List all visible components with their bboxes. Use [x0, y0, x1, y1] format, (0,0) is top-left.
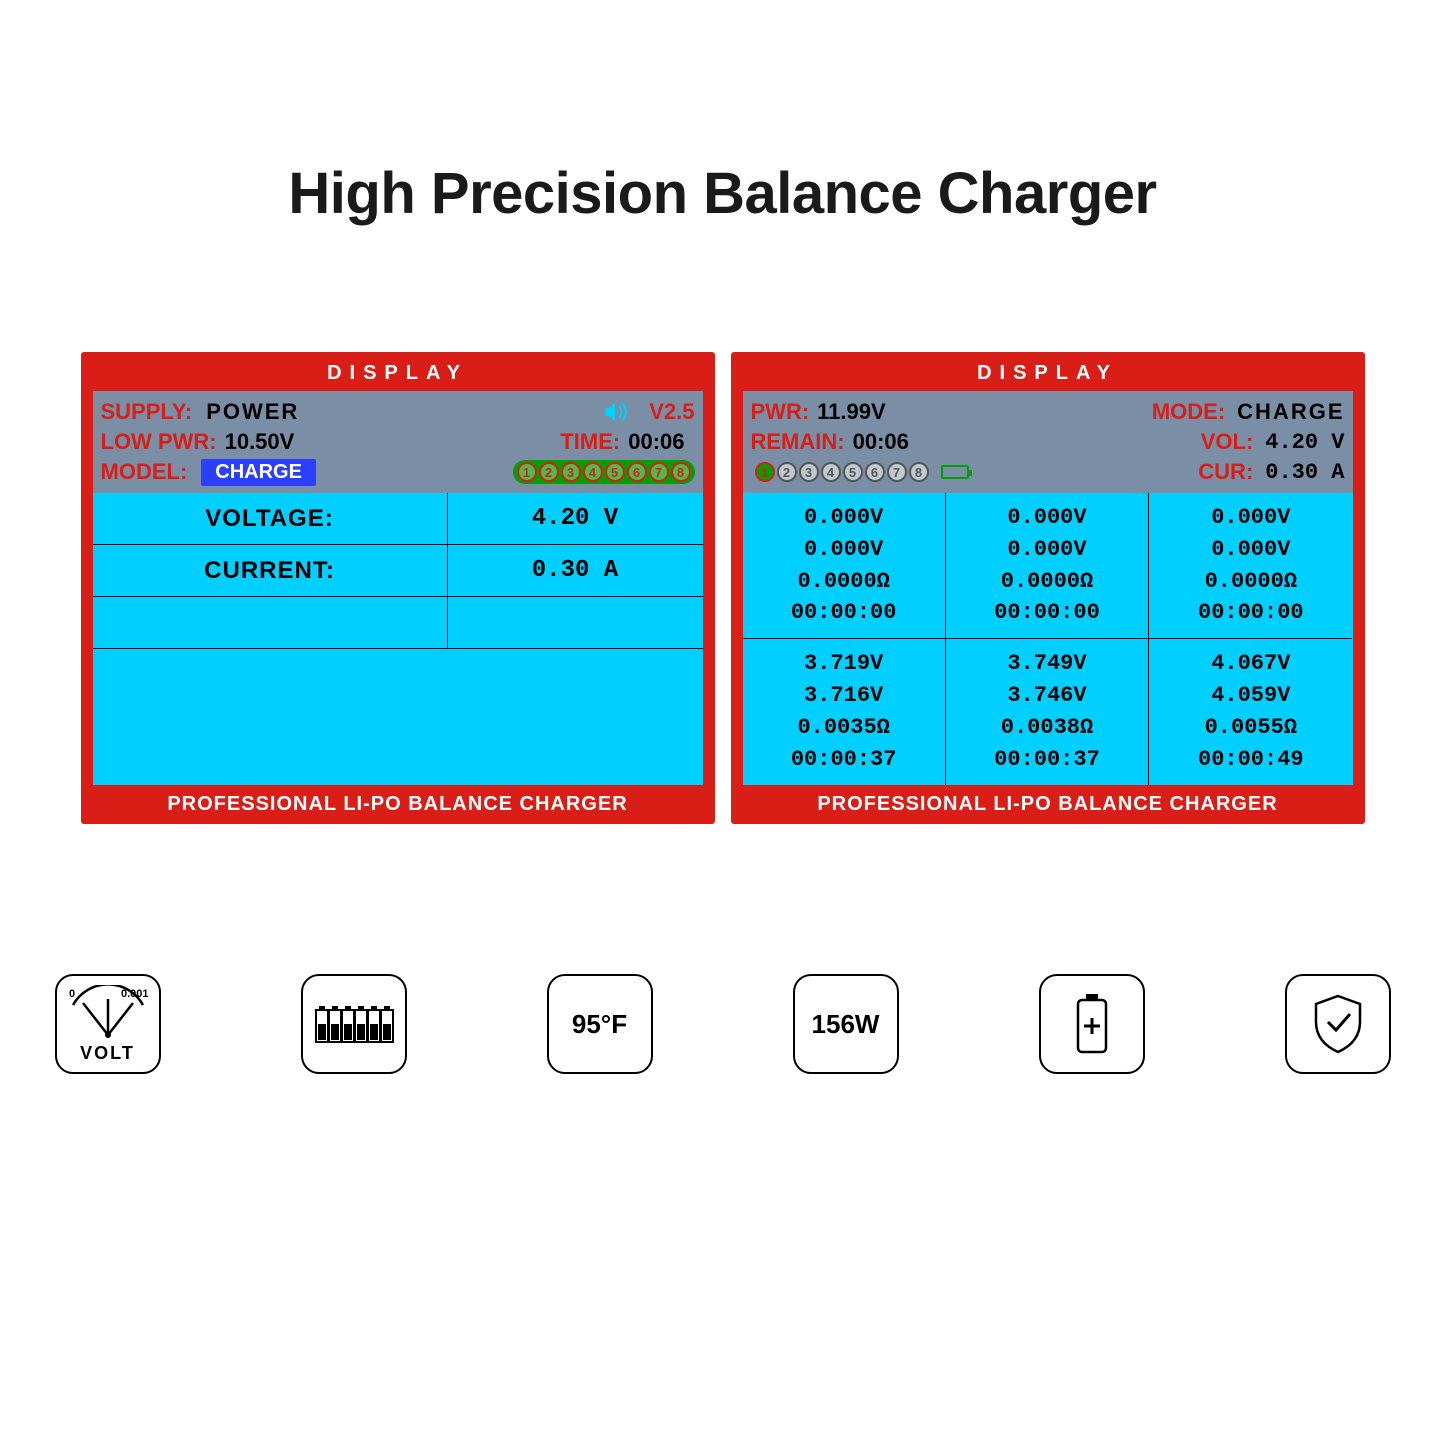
- right-display: DISPLAY PWR: 11.99V MODE: CHARGE REMAIN:…: [731, 352, 1365, 824]
- svg-text:0: 0: [69, 988, 75, 1000]
- feature-icons-row: 0 0.001 VOLT 95°F 156W: [55, 974, 1391, 1074]
- model-badge: CHARGE: [201, 459, 316, 486]
- cell-reading: 0.000V0.000V0.0000Ω00:00:00: [743, 493, 946, 639]
- current-label: CURRENT:: [93, 545, 448, 596]
- supply-value: POWER: [206, 399, 299, 425]
- right-cell-grid: 0.000V0.000V0.0000Ω00:00:00 0.000V0.000V…: [743, 493, 1353, 785]
- right-header-band: PWR: 11.99V MODE: CHARGE REMAIN: 00:06 V…: [743, 391, 1353, 493]
- battery-plus-icon: [1039, 974, 1145, 1074]
- voltage-value: 4.20 V: [448, 493, 703, 544]
- footer-label: PROFESSIONAL LI-PO BALANCE CHARGER: [817, 793, 1277, 816]
- cell-reading: 0.000V0.000V0.0000Ω00:00:00: [1149, 493, 1352, 639]
- left-lcd: SUPPLY: POWER V2.5 LOW PWR: 10.50V TIME:…: [93, 391, 703, 785]
- page-title: High Precision Balance Charger: [288, 160, 1156, 227]
- volt-label: VOLT: [80, 1043, 135, 1064]
- left-table: VOLTAGE: 4.20 V CURRENT: 0.30 A: [93, 493, 703, 785]
- cell-reading: 4.067V4.059V0.0055Ω00:00:49: [1149, 639, 1352, 785]
- temperature-icon: 95°F: [547, 974, 653, 1074]
- model-label: MODEL:: [101, 459, 188, 485]
- shield-check-icon: [1285, 974, 1391, 1074]
- left-header-band: SUPPLY: POWER V2.5 LOW PWR: 10.50V TIME:…: [93, 391, 703, 493]
- remain-value: 00:06: [853, 429, 909, 455]
- cur-label: CUR:: [1198, 459, 1253, 485]
- display-label: DISPLAY: [977, 362, 1118, 385]
- version: V2.5: [649, 399, 694, 425]
- cur-value: 0.30 A: [1265, 460, 1344, 485]
- mode-value: CHARGE: [1237, 399, 1344, 425]
- remain-label: REMAIN:: [751, 429, 845, 455]
- pwr-value: 11.99V: [817, 399, 886, 425]
- vol-value: 4.20 V: [1265, 430, 1344, 455]
- current-value: 0.30 A: [448, 545, 703, 596]
- battery-icon: [941, 465, 969, 479]
- displays-row: DISPLAY SUPPLY: POWER V2.5 LOW PWR: 10.5…: [81, 352, 1365, 824]
- cell-reading: 3.719V3.716V0.0035Ω00:00:37: [743, 639, 946, 785]
- footer-label: PROFESSIONAL LI-PO BALANCE CHARGER: [167, 793, 627, 816]
- wattage-icon: 156W: [793, 974, 899, 1074]
- time-label: TIME:: [560, 429, 620, 455]
- voltmeter-icon: 0 0.001 VOLT: [55, 974, 161, 1074]
- voltage-label: VOLTAGE:: [93, 493, 448, 544]
- supply-label: SUPPLY:: [101, 399, 193, 425]
- cell-reading: 0.000V0.000V0.0000Ω00:00:00: [946, 493, 1149, 639]
- left-display: DISPLAY SUPPLY: POWER V2.5 LOW PWR: 10.5…: [81, 352, 715, 824]
- cell-indicator-left: 12345678: [513, 460, 695, 484]
- cell-reading: 3.749V3.746V0.0038Ω00:00:37: [946, 639, 1149, 785]
- display-label: DISPLAY: [327, 362, 468, 385]
- speaker-icon: [603, 401, 629, 423]
- lowpwr-value: 10.50V: [225, 429, 295, 455]
- vol-label: VOL:: [1201, 429, 1254, 455]
- cell-indicator-right: 12345678: [751, 460, 933, 484]
- right-lcd: PWR: 11.99V MODE: CHARGE REMAIN: 00:06 V…: [743, 391, 1353, 785]
- pwr-label: PWR:: [751, 399, 810, 425]
- lowpwr-label: LOW PWR:: [101, 429, 217, 455]
- mode-label: MODE:: [1152, 399, 1225, 425]
- battery-cells-icon: [301, 974, 407, 1074]
- time-value: 00:06: [628, 429, 684, 455]
